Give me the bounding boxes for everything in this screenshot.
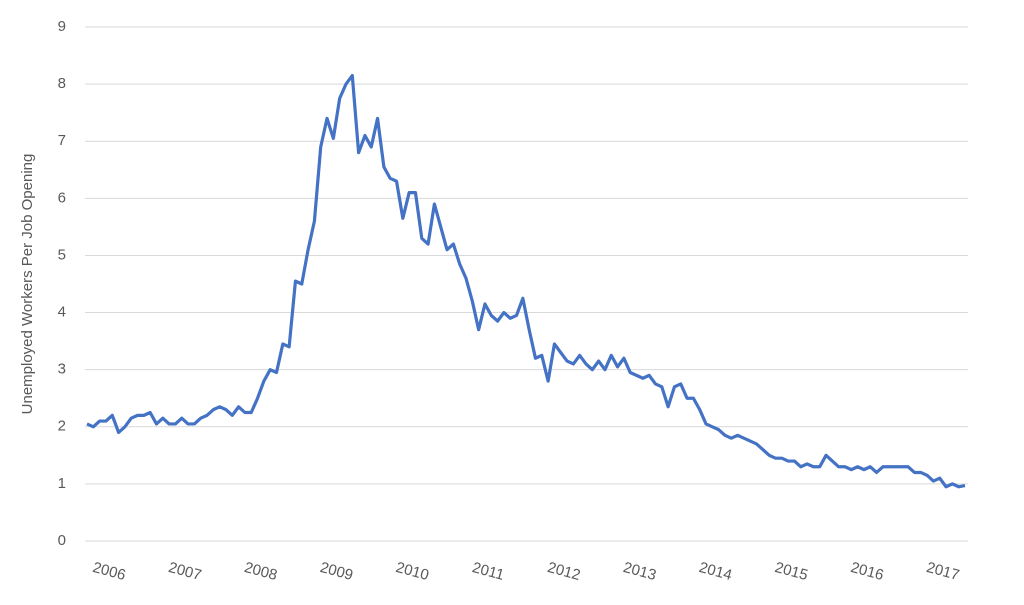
x-tick-label: 2012 — [546, 559, 583, 584]
y-tick-label: 8 — [58, 75, 66, 92]
y-tick-label: 1 — [58, 475, 66, 492]
y-tick-label: 3 — [58, 361, 66, 378]
y-tick-label: 2 — [58, 418, 66, 435]
x-tick-label: 2007 — [167, 559, 204, 584]
x-tick-label: 2015 — [773, 559, 810, 584]
x-tick-label: 2008 — [242, 559, 279, 584]
y-tick-label: 5 — [58, 246, 66, 263]
x-tick-label: 2014 — [697, 559, 734, 584]
y-tick-label: 9 — [58, 18, 66, 35]
y-tick-label: 7 — [58, 132, 66, 149]
x-tick-label: 2010 — [394, 559, 431, 584]
x-tick-label: 2016 — [849, 559, 886, 584]
x-tick-label: 2017 — [925, 559, 962, 584]
y-tick-label: 0 — [58, 532, 66, 549]
y-tick-label: 6 — [58, 189, 66, 206]
x-tick-label: 2013 — [621, 559, 658, 584]
x-tick-label: 2009 — [318, 559, 355, 584]
y-tick-label: 4 — [58, 304, 66, 321]
x-tick-label: 2011 — [470, 559, 506, 584]
x-tick-label: 2006 — [91, 559, 128, 584]
data-line — [86, 73, 966, 489]
y-axis-title: Unemployed Workers Per Job Opening — [19, 154, 36, 415]
